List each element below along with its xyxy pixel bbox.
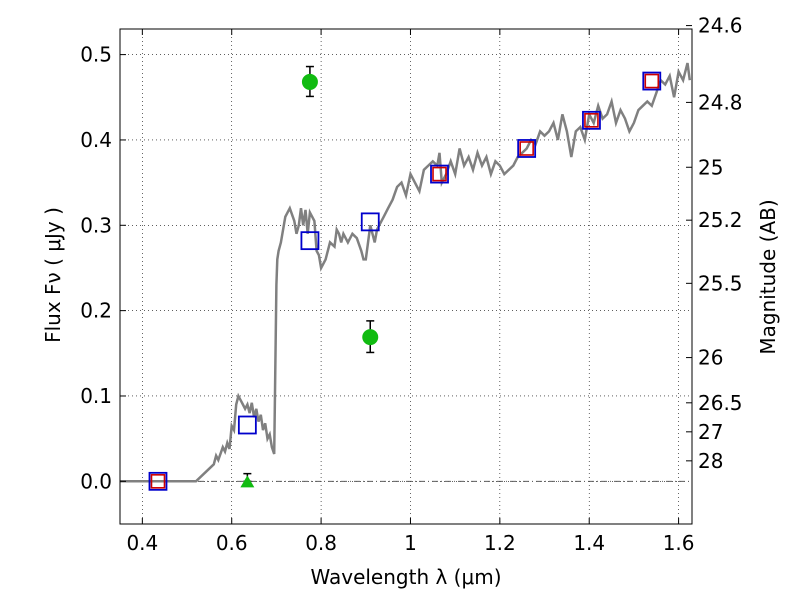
right-tick-label: 24.8: [698, 90, 743, 114]
y-axis-ticks: 0.0 0.1 0.2 0.3 0.4 0.5: [80, 43, 126, 493]
model-flux-marker-blue: [642, 71, 662, 91]
model-flux-markers: [148, 71, 662, 491]
x-tick-label: 1.2: [484, 531, 516, 555]
y-tick-label: 0.4: [80, 128, 112, 152]
right-axis-label: Magnitude (AB): [756, 199, 780, 354]
model-flux-marker-red: [584, 113, 599, 128]
x-tick-label: 1.6: [663, 531, 695, 555]
observed-flux-markers: [240, 65, 379, 488]
model-flux-marker-red: [432, 166, 447, 182]
right-tick-label: 26.5: [698, 391, 743, 415]
right-tick-label: 27: [698, 420, 723, 444]
right-tick-label: 25: [698, 155, 723, 179]
x-tick-label: 0.6: [216, 531, 248, 555]
x-axis-label: Wavelength λ (μm): [310, 565, 501, 589]
y-tick-label: 0.1: [80, 384, 112, 408]
plot-frame: [119, 28, 693, 525]
model-flux-marker-red: [519, 141, 534, 156]
model-flux-marker-red: [150, 474, 166, 489]
x-tick-label: 1: [404, 531, 417, 555]
y-tick-label: 0.2: [80, 299, 112, 323]
right-tick-label: 25.2: [698, 208, 743, 232]
x-tick-label: 0.4: [126, 531, 158, 555]
x-axis-ticks: 0.4 0.6 0.8 1 1.2 1.4 1.6: [126, 29, 695, 555]
right-axis-ticks: 24.6 24.8 25 25.2 25.5 26 26.5 27 28: [686, 14, 743, 473]
y-tick-label: 0.3: [80, 213, 112, 237]
x-tick-label: 0.8: [305, 531, 337, 555]
y-tick-label: 0.0: [80, 469, 112, 493]
right-tick-label: 26: [698, 346, 723, 370]
right-tick-label: 24.6: [698, 14, 743, 38]
observed-flux-point: [301, 73, 318, 90]
upper-limit-marker: [240, 475, 255, 488]
x-tick-label: 1.4: [573, 531, 605, 555]
y-axis-label: Flux Fν ( μJy ): [41, 207, 65, 343]
grid-lines: [120, 29, 692, 524]
model-flux-marker-blue: [582, 110, 601, 130]
model-flux-marker-blue: [300, 231, 320, 251]
model-flux-marker-red: [644, 73, 660, 89]
model-flux-marker-blue: [430, 164, 449, 184]
model-spectrum-line: [120, 62, 692, 483]
right-tick-label: 28: [698, 449, 723, 473]
right-tick-label: 25.5: [698, 271, 743, 295]
model-flux-marker-blue: [237, 415, 257, 435]
model-flux-marker-blue: [360, 212, 380, 232]
y-tick-label: 0.5: [80, 43, 112, 67]
observed-flux-point: [362, 329, 379, 346]
model-flux-marker-blue: [148, 471, 168, 491]
model-flux-marker-blue: [517, 139, 537, 158]
